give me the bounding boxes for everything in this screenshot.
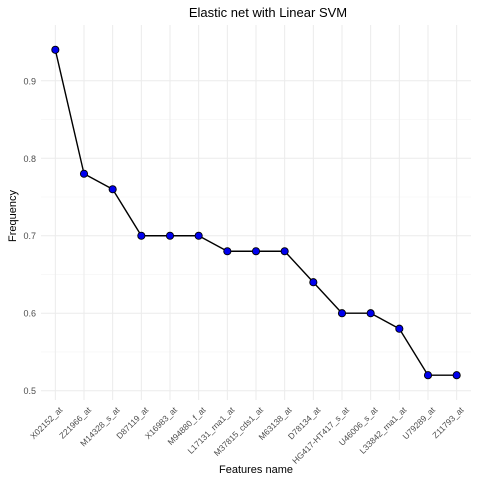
x-axis-label: Features name: [219, 464, 293, 476]
data-point: [79, 169, 89, 178]
grid: [41, 25, 471, 400]
data-point: [366, 309, 375, 318]
data-point: [223, 247, 232, 256]
x-tick-label: Z11793_at: [430, 404, 466, 440]
data-point: [51, 45, 60, 54]
data-point: [137, 231, 146, 240]
y-tick-label: 0.7: [23, 231, 36, 241]
chart-title: Elastic net with Linear SVM: [189, 5, 347, 20]
y-axis-label: Frequency: [7, 190, 19, 242]
y-tick-label: 0.9: [23, 76, 36, 86]
data-point: [337, 309, 347, 318]
x-tick-label: M37815_cds1_at: [212, 404, 266, 458]
data-point: [423, 371, 433, 380]
x-axis: X02152_atZ21966_atM14328_s_atD87119_atX1…: [28, 404, 466, 465]
data-point: [194, 231, 203, 240]
y-tick-label: 0.8: [23, 154, 36, 164]
y-tick-label: 0.5: [23, 386, 36, 396]
y-axis: 0.5 0.6 0.7 0.8 0.9: [23, 76, 36, 396]
data-point: [309, 278, 318, 287]
data-point: [108, 185, 117, 194]
y-tick-label: 0.6: [23, 309, 36, 319]
series: [51, 45, 461, 380]
data-point: [165, 231, 175, 240]
data-point: [280, 247, 289, 256]
data-point: [452, 371, 461, 380]
data-point: [395, 324, 404, 333]
data-point: [251, 247, 261, 256]
